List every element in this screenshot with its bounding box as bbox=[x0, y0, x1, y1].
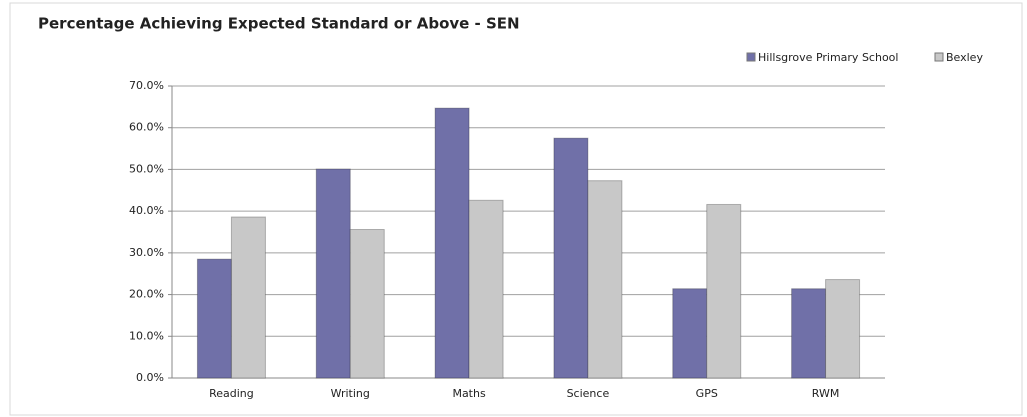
bar bbox=[672, 288, 708, 379]
bar bbox=[825, 279, 861, 379]
bar bbox=[434, 107, 470, 379]
bar bbox=[553, 137, 589, 379]
x-tick-label: Writing bbox=[331, 387, 370, 400]
bar bbox=[230, 216, 266, 379]
legend-swatch bbox=[746, 52, 756, 62]
y-tick-label: 60.0% bbox=[129, 121, 164, 134]
x-tick-label: Science bbox=[567, 387, 610, 400]
bar bbox=[587, 180, 623, 379]
bar bbox=[791, 288, 827, 379]
bar bbox=[706, 203, 742, 379]
bar bbox=[315, 168, 351, 379]
y-tick-label: 10.0% bbox=[129, 329, 164, 342]
x-tick-label: Reading bbox=[209, 387, 254, 400]
bar bbox=[468, 199, 504, 379]
legend-swatch bbox=[934, 52, 944, 62]
y-tick-label: 40.0% bbox=[129, 204, 164, 217]
x-tick-label: GPS bbox=[696, 387, 718, 400]
y-tick-label: 20.0% bbox=[129, 288, 164, 301]
bar bbox=[196, 258, 232, 379]
legend-label: Hillsgrove Primary School bbox=[758, 51, 898, 64]
x-tick-label: RWM bbox=[812, 387, 840, 400]
bar bbox=[349, 228, 385, 379]
legend-label: Bexley bbox=[946, 51, 983, 64]
chart-title: Percentage Achieving Expected Standard o… bbox=[38, 15, 520, 33]
y-tick-label: 50.0% bbox=[129, 162, 164, 175]
y-tick-label: 0.0% bbox=[136, 371, 164, 384]
x-tick-label: Maths bbox=[452, 387, 486, 400]
y-tick-label: 70.0% bbox=[129, 79, 164, 92]
y-tick-label: 30.0% bbox=[129, 246, 164, 259]
